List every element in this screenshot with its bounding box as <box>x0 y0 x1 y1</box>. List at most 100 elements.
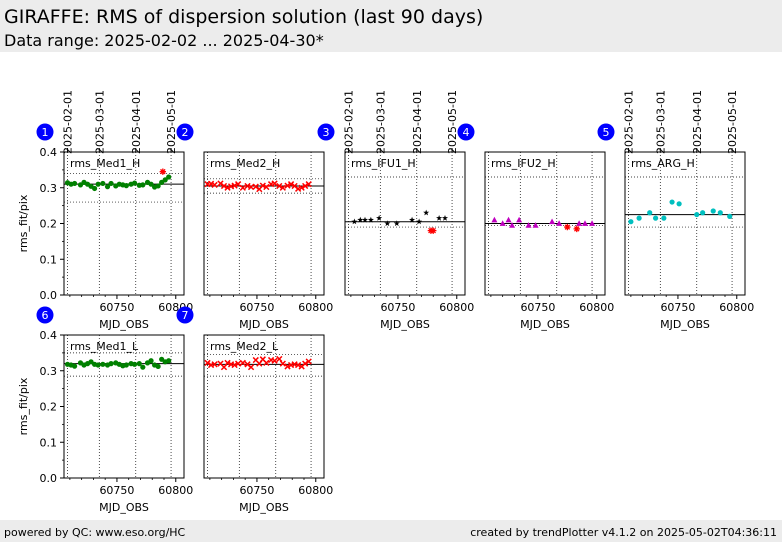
x-tick-label: 60750 <box>99 484 134 497</box>
data-point <box>661 215 667 221</box>
data-point <box>140 182 146 188</box>
data-point <box>239 184 246 191</box>
outlier-point <box>159 168 167 175</box>
plot-frame <box>484 151 606 296</box>
title-band <box>0 0 782 52</box>
y-axis-label: rms_fit/pix <box>17 194 30 252</box>
data-point <box>123 362 129 368</box>
data-point <box>509 222 516 228</box>
data-point <box>505 216 512 223</box>
x-tick-label: 60750 <box>520 301 555 314</box>
panel-2: rms_Med2_H 60750 60800 MJD_OBS 2 <box>176 123 333 331</box>
data-point <box>652 215 659 221</box>
y-tick-label: 0.2 <box>40 218 58 231</box>
data-point <box>276 182 283 190</box>
data-point <box>416 218 423 225</box>
panel-5: rms_ARG_H 60750 60800 MJD_OBS 2025-02-01 2025… <box>597 90 754 331</box>
data-point <box>234 181 242 188</box>
data-point <box>211 181 218 189</box>
y-tick-label: 0.2 <box>40 401 58 414</box>
data-point <box>276 355 283 363</box>
data-point <box>155 363 161 370</box>
panel-label: rms_ARG_H <box>631 157 695 170</box>
data-point <box>441 214 449 221</box>
plot-frame <box>203 151 325 296</box>
data-point <box>263 183 270 191</box>
data-point <box>491 216 498 223</box>
data-point <box>499 220 506 226</box>
data-point <box>95 362 101 368</box>
x-axis-label: MJD_OBS <box>99 318 149 331</box>
y-axis-label: rms_fit/pix <box>17 377 30 435</box>
plot-frame <box>203 334 325 479</box>
data-point <box>123 183 129 189</box>
panel-number-badge <box>317 123 335 141</box>
panel-7: rms_Med2_L 60750 60800 MJD_OBS 7 <box>176 306 333 514</box>
data-point <box>224 184 231 191</box>
data-point <box>234 360 242 367</box>
data-point <box>556 220 563 226</box>
panel-number-badge <box>176 123 194 141</box>
data-point <box>287 181 295 188</box>
panel-number-badge <box>457 123 475 141</box>
footer-band <box>0 520 782 542</box>
plot-frame <box>344 151 466 296</box>
data-point <box>367 216 374 223</box>
panel-label: rms_Med2_L <box>210 340 279 353</box>
data-point <box>247 364 255 371</box>
data-point <box>727 213 733 219</box>
y-tick-label: 0.3 <box>40 182 58 195</box>
date-tick-label: 2025-05-01 <box>726 90 739 154</box>
panel-6: rms_Med1_L 60750 60800 MJD_OBS 0.0 0.1 0.2 0.3 0… <box>17 306 193 514</box>
y-tick-label: 0.4 <box>40 146 58 159</box>
x-tick-label: 60750 <box>99 301 134 314</box>
x-axis-label: MJD_OBS <box>239 318 289 331</box>
data-point <box>100 361 106 367</box>
x-tick-label: 60800 <box>439 301 474 314</box>
outlier-point <box>573 225 580 233</box>
data-point <box>259 182 266 189</box>
data-point <box>108 180 114 187</box>
date-tick-label: 2025-03-01 <box>374 90 387 154</box>
x-tick-label: 60750 <box>239 484 274 497</box>
data-point <box>393 220 400 227</box>
data-point <box>140 364 146 370</box>
data-point <box>95 181 101 187</box>
x-tick-label: 60800 <box>579 301 614 314</box>
data-point <box>239 359 246 367</box>
data-point <box>302 360 309 367</box>
data-point <box>302 182 309 190</box>
data-point <box>155 183 161 189</box>
data-point <box>351 218 358 225</box>
data-point <box>361 216 369 223</box>
data-point <box>532 222 539 228</box>
data-point <box>589 220 596 226</box>
panel-number: 4 <box>463 126 470 139</box>
data-point <box>231 361 238 369</box>
data-point <box>284 182 291 189</box>
data-point <box>636 215 642 221</box>
date-tick-label: 2025-04-01 <box>411 90 424 154</box>
data-point <box>279 360 286 367</box>
x-tick-label: 60800 <box>158 484 193 497</box>
panel-label: rms_IFU1_H <box>351 157 416 170</box>
data-point <box>224 359 231 367</box>
y-tick-label: 0.0 <box>40 472 58 485</box>
data-point <box>71 363 78 369</box>
data-point <box>423 209 430 216</box>
data-point <box>148 181 154 187</box>
data-point <box>549 218 556 225</box>
panel-number: 5 <box>603 126 610 139</box>
data-point <box>669 199 675 205</box>
panel-number: 7 <box>182 309 189 322</box>
data-point <box>131 180 138 186</box>
data-point <box>305 181 312 188</box>
panel-number: 1 <box>42 126 49 139</box>
x-tick-label: 60750 <box>239 301 274 314</box>
data-point <box>717 210 723 216</box>
data-point <box>582 220 588 226</box>
data-point <box>220 182 228 190</box>
panel-number: 2 <box>182 126 189 139</box>
data-point <box>576 220 583 226</box>
